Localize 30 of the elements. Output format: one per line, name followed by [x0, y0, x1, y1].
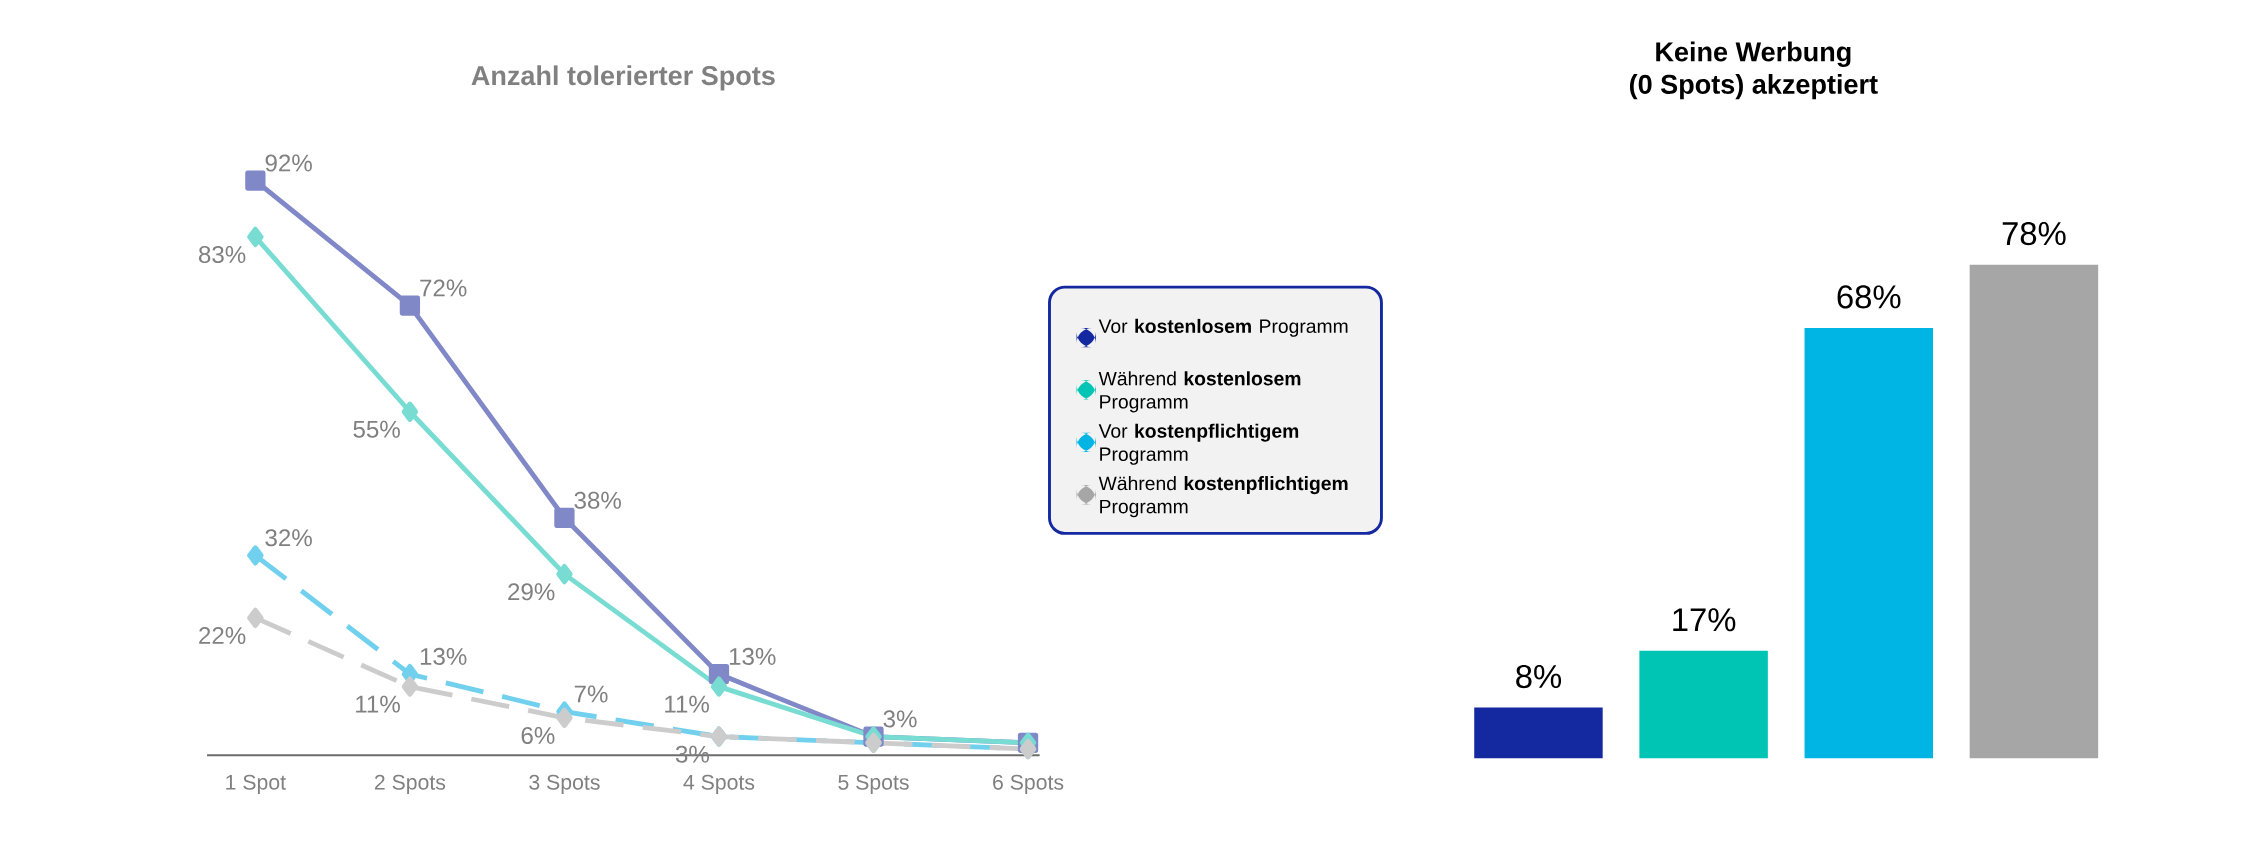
data-label: 68%: [1837, 285, 1901, 309]
data-label: 3%: [883, 710, 917, 728]
x-tick-label: 2 Spots: [374, 774, 446, 794]
data-label: 8%: [1516, 664, 1562, 689]
chart-title: Keine Werbung: [1656, 41, 1851, 67]
data-label: 83%: [198, 245, 246, 263]
x-tick-label: 5 Spots: [838, 774, 909, 794]
data-label: 17%: [1673, 608, 1736, 632]
data-label: 92%: [265, 154, 312, 172]
data-label: 13%: [729, 647, 776, 665]
x-tick-label: 1 Spot: [226, 774, 286, 794]
legend-label: Während kostenpflichtigem Programm: [1098, 475, 1348, 518]
data-label: 55%: [353, 420, 400, 438]
data-label: 38%: [574, 491, 621, 509]
data-label: 22%: [199, 626, 246, 644]
data-label: 72%: [420, 279, 467, 297]
data-label: 7%: [574, 685, 608, 703]
data-label: 11%: [356, 695, 400, 713]
chart-subtitle: (0 Spots) akzeptiert: [1629, 73, 1878, 100]
data-label: 78%: [2002, 221, 2066, 246]
data-label: 13%: [420, 647, 467, 665]
x-tick-label: 4 Spots: [683, 774, 755, 794]
data-label: 29%: [508, 583, 555, 601]
data-label: 11%: [665, 695, 709, 713]
data-label: 32%: [265, 529, 312, 547]
chart-title: Anzahl tolerierter Spots: [471, 65, 775, 91]
legend-label: Vor kostenlosem Programm: [1098, 318, 1348, 337]
x-tick-label: 3 Spots: [529, 774, 600, 794]
data-label: 6%: [521, 726, 555, 744]
x-tick-label: 6 Spots: [993, 774, 1064, 794]
